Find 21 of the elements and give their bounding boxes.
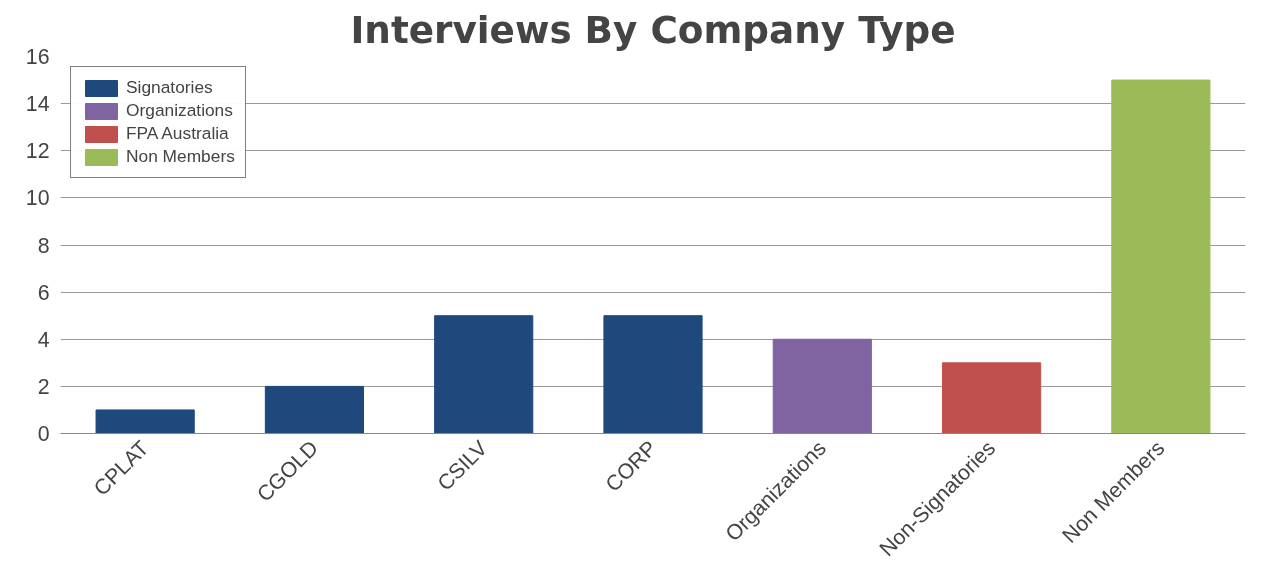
y-tick-label: 0: [37, 422, 50, 446]
legend-label: Signatories: [126, 77, 213, 98]
chart-title: Interviews By Company Type: [350, 7, 956, 52]
bar: [264, 385, 365, 434]
y-tick-label: 2: [37, 374, 50, 399]
y-tick-label: 10: [25, 186, 50, 211]
bar: [95, 409, 195, 434]
legend-label: Non Members: [126, 146, 235, 167]
bar: [1111, 79, 1211, 434]
y-tick-label: 6: [37, 280, 50, 305]
y-tick-label: 8: [37, 233, 50, 258]
legend-label: FPA Australia: [126, 123, 229, 144]
bar: [941, 362, 1042, 434]
legend-label: Organizations: [126, 100, 233, 121]
y-tick-label: 16: [25, 45, 50, 69]
y-tick-label: 4: [37, 327, 50, 352]
bar: [772, 338, 872, 434]
bar: [603, 315, 703, 434]
bar: [434, 315, 534, 434]
y-tick-label: 14: [25, 92, 50, 117]
y-tick-label: 12: [25, 139, 50, 164]
